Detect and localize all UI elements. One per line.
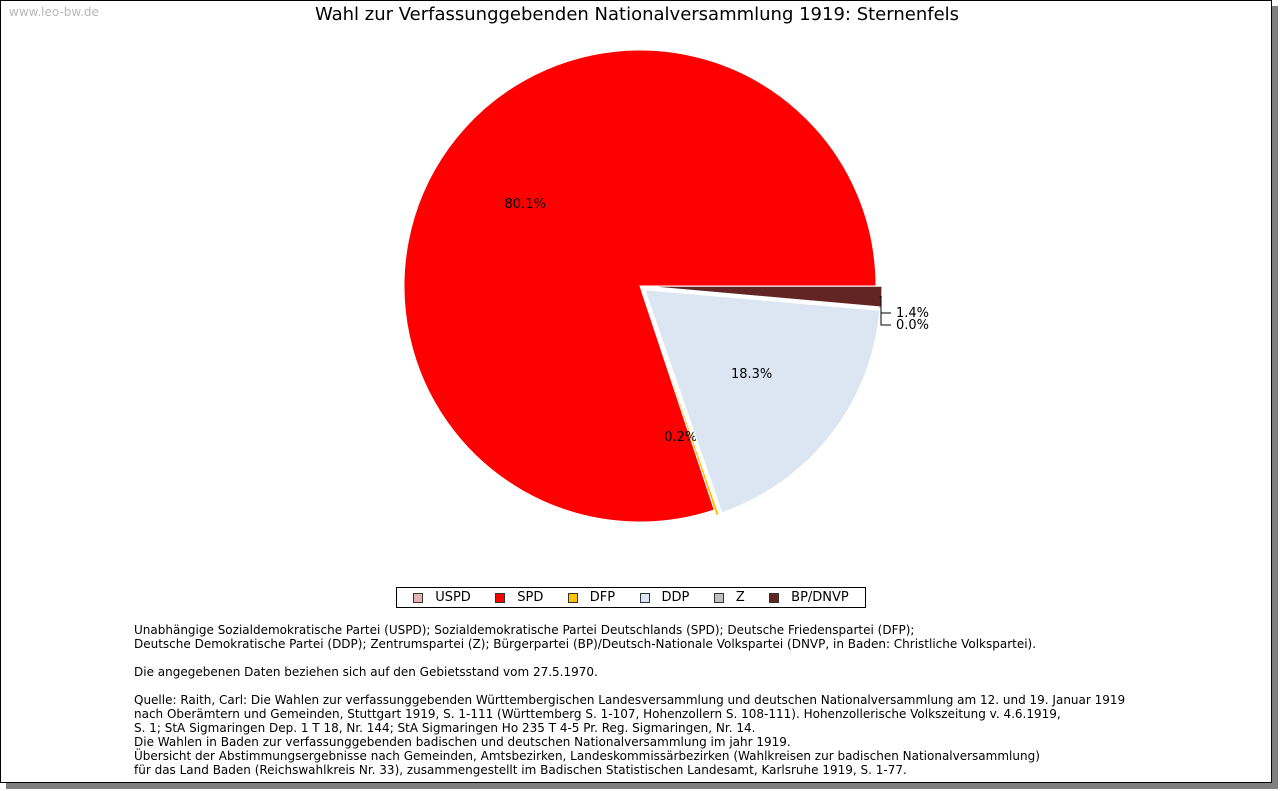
territory-note: Die angegebenen Daten beziehen sich auf … [134,665,598,679]
pie-slice-dfp [641,291,720,517]
legend-item-z: Z [713,590,745,605]
pie-label-z: 0.0% [896,318,929,333]
legend-label: Z [735,590,745,605]
source-line-1: Quelle: Raith, Carl: Die Wahlen zur verf… [134,693,1126,707]
source-line-5: Übersicht der Abstimmungsergebnisse nach… [134,749,1040,763]
legend-swatch [713,592,724,603]
source-line-6: für das Land Baden (Reichswahlkreis Nr. … [134,763,907,777]
legend-label: SPD [517,590,544,605]
source-line-3: S. 1; StA Sigmaringen Dep. 1 T 18, Nr. 1… [134,721,756,735]
chart-title: Wahl zur Verfassunggebenden Nationalvers… [314,4,960,25]
legend-item-bp-dnvp: BP/DNVP [769,590,849,605]
legend-item-ddp: DDP [639,590,690,605]
legend-label: BP/DNVP [791,590,849,605]
legend-label: DFP [589,590,616,605]
leader-line-bp-dnvp [879,296,891,314]
pie-label-ddp: 18.3% [731,367,772,382]
source-line-2: nach Oberämtern und Gemeinden, Stuttgart… [134,707,1061,721]
legend: USPD SPD DFP DDP Z BP/DNVP [396,587,866,608]
pie-label-bp-dnvp: 1.4% [896,306,929,321]
legend-swatch [567,592,578,603]
legend-item-uspd: USPD [413,590,471,605]
legend-swatch [769,592,780,603]
party-line-2: Deutsche Demokratische Partei (DDP); Zen… [134,637,1037,651]
pie-label-dfp: 0.2% [664,430,697,445]
legend-label: DDP [661,590,690,605]
watermark: www.leo-bw.de [9,5,99,19]
pie-chart: 0.0%80.1%0.2%18.3%0.0%1.4% [403,49,929,523]
legend-swatch [639,592,650,603]
notes: Unabhängige Sozialdemokratische Partei (… [134,623,1125,777]
legend-label: USPD [435,590,471,605]
source-line-4: Die Wahlen in Baden zur verfassunggebend… [134,735,791,749]
legend-item-spd: SPD [495,590,543,605]
pie-label-spd: 80.1% [505,197,546,212]
party-line-1: Unabhängige Sozialdemokratische Partei (… [134,623,915,637]
legend-item-dfp: DFP [567,590,616,605]
legend-swatch [413,592,424,603]
pie-slice-spd [403,49,877,523]
legend-swatch [495,592,506,603]
pie-slice-ddp [644,289,881,514]
